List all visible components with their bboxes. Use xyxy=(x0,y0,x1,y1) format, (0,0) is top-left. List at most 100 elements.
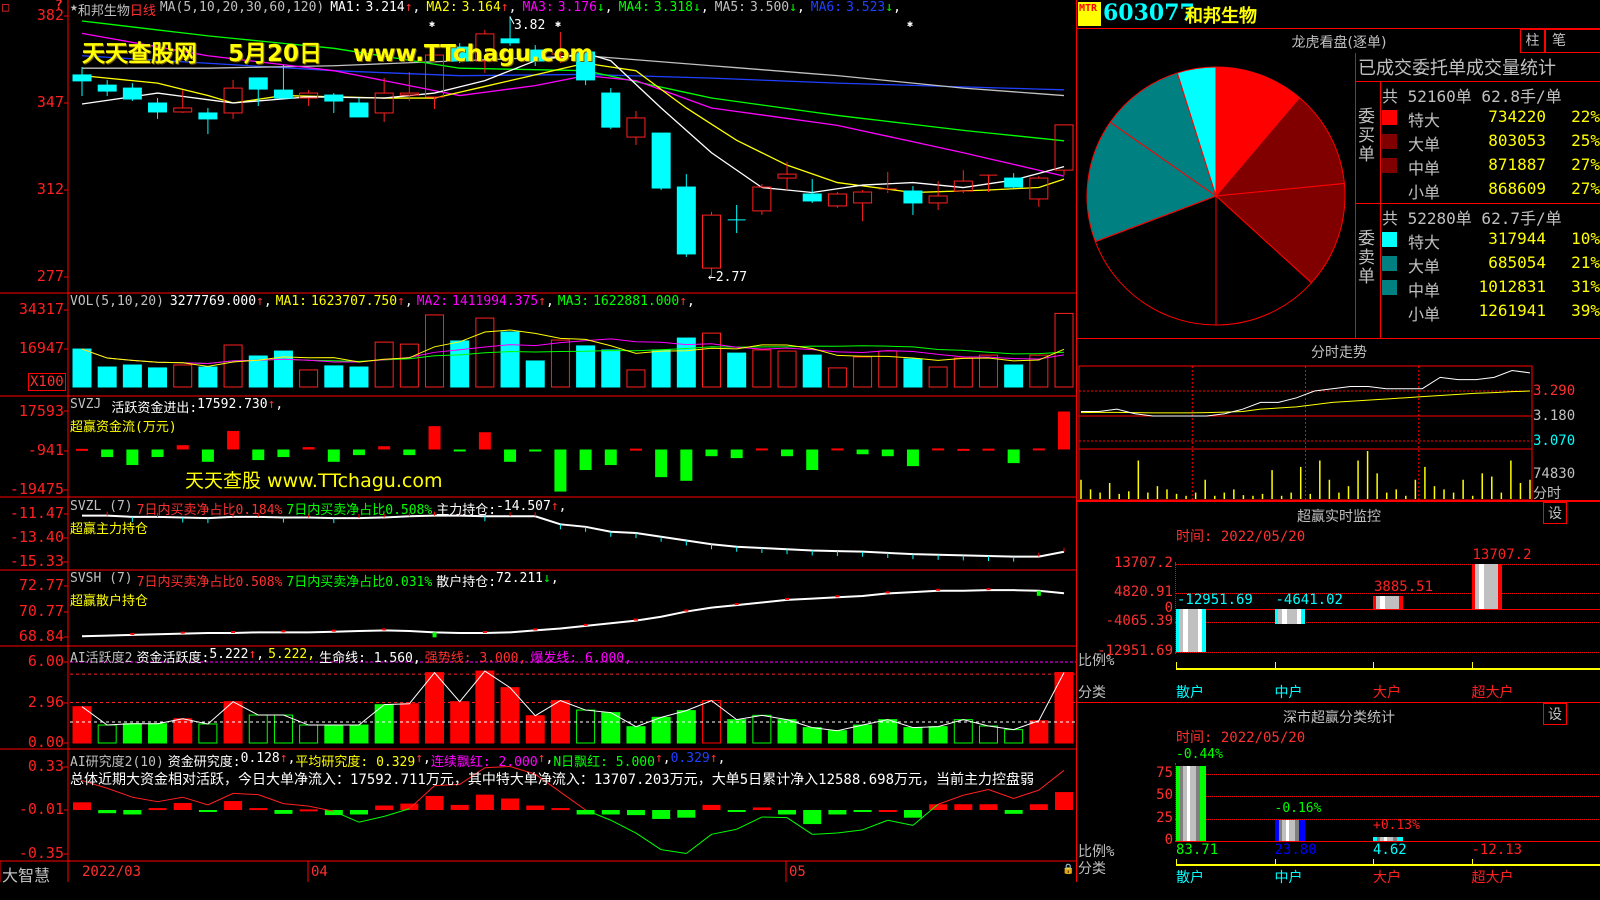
zero-line xyxy=(1175,609,1600,610)
research-line-segment xyxy=(912,803,939,826)
window-menu-icon[interactable]: □ xyxy=(2,0,10,14)
money-flow-bar xyxy=(680,449,693,481)
volume-bar xyxy=(802,354,822,388)
right-panel: MTR 603077 和邦生物 龙虎看盘(逐单) 柱 笔 已成交委托单成交量统计… xyxy=(1076,0,1600,886)
monitor-axis-label: -12951.69 xyxy=(1097,643,1173,659)
research-bar xyxy=(349,810,368,815)
trend-arrow-icon: ↑ xyxy=(404,0,413,15)
research-line-segment xyxy=(182,796,209,806)
grid-line xyxy=(1175,841,1600,842)
order-stats: 已成交委托单成交量统计 委买单共 52160单 62.8手/单 特大 734220 2… xyxy=(1355,53,1600,339)
settings-button[interactable]: 设 xyxy=(1543,502,1567,524)
monitor-bar xyxy=(1373,596,1403,609)
research-bar xyxy=(551,808,570,811)
indicator-value-2: 5.222, xyxy=(268,647,316,662)
research-line-segment xyxy=(459,767,486,785)
y-axis-line xyxy=(1175,763,1176,841)
order-type: 大单 xyxy=(1408,257,1441,276)
volume-bar xyxy=(500,331,520,388)
volume-bar xyxy=(525,360,545,388)
money-flow-bar xyxy=(1032,448,1045,451)
mtr-logo: MTR xyxy=(1078,2,1101,26)
research-line-segment xyxy=(509,766,536,775)
research-bar xyxy=(1055,792,1074,810)
candle xyxy=(374,77,394,122)
ratio-2: 7日内买卖净占比0.031% xyxy=(286,575,433,590)
pie-slice xyxy=(1214,182,1346,284)
research-line-segment xyxy=(686,833,712,854)
money-flow-bar xyxy=(302,447,315,450)
research-line-segment xyxy=(434,783,460,787)
axis-label: 34317 xyxy=(18,300,64,318)
candle-body xyxy=(601,92,621,128)
category-label: 散户 xyxy=(1176,870,1204,886)
separator: , xyxy=(893,0,901,15)
period-label[interactable]: 日线 xyxy=(129,4,156,19)
research-line-segment xyxy=(887,819,914,826)
category-tick xyxy=(1274,859,1276,864)
category-label: 大户 xyxy=(1373,685,1401,701)
help-icon[interactable]: ? xyxy=(55,0,63,13)
candle xyxy=(802,179,822,203)
research-line-segment xyxy=(484,765,511,769)
volume-ma-line xyxy=(81,329,1065,367)
order-type: 特大 xyxy=(1408,233,1441,252)
activity-bar xyxy=(878,719,898,744)
color-swatch xyxy=(1382,304,1397,319)
volume-bar xyxy=(97,366,117,388)
holding-tick xyxy=(835,595,840,598)
activity-bar xyxy=(802,727,822,744)
research-bar xyxy=(173,802,192,810)
volume-bar xyxy=(1004,364,1024,388)
research-bar xyxy=(73,802,91,810)
indicator-value: -14.507 xyxy=(496,499,551,514)
stock-name: 和邦生物 xyxy=(1185,6,1257,27)
research-line-segment xyxy=(963,789,989,796)
volume-bar xyxy=(853,356,873,388)
research-bar xyxy=(249,808,268,811)
order-volume: 1012831 xyxy=(1478,277,1546,296)
sz-value: 23.80 xyxy=(1274,842,1317,858)
category-label: 分类 xyxy=(1078,685,1106,701)
candle-body xyxy=(198,112,218,120)
volume-bar xyxy=(223,344,243,388)
axis-label: 70.77 xyxy=(18,602,64,620)
volume-ma-values: MA1: 1623707.750↑, MA2: 1411994.375↑, MA3: 16… xyxy=(272,294,695,309)
settings-button[interactable]: 设 xyxy=(1543,703,1567,725)
activity-bar xyxy=(299,724,319,744)
order-volume: 685054 xyxy=(1488,253,1546,272)
candle xyxy=(349,98,369,118)
lock-icon[interactable]: 🔒 xyxy=(1062,864,1075,875)
holding-tick xyxy=(734,603,739,606)
money-flow-bar xyxy=(982,448,995,451)
sz-value: 83.71 xyxy=(1176,842,1219,858)
candle xyxy=(399,71,419,102)
intraday-chart[interactable] xyxy=(1077,365,1600,501)
research-bar xyxy=(677,810,696,818)
order-volume: 317944 xyxy=(1488,229,1546,248)
avg-price-line xyxy=(1080,390,1531,414)
favorite-star-icon[interactable]: ★ xyxy=(70,0,78,15)
research-line-segment xyxy=(233,792,259,796)
axis-label: -0.01 xyxy=(18,800,64,818)
order-type: 特大 xyxy=(1408,111,1441,130)
tick-mode-button[interactable]: 笔 xyxy=(1545,29,1600,53)
activity-bar xyxy=(324,724,344,744)
kline-chart-area[interactable] xyxy=(0,0,1076,882)
candle xyxy=(475,29,495,73)
research-bar xyxy=(878,810,897,812)
grid-line xyxy=(1175,622,1600,624)
bar-mode-button[interactable]: 柱 xyxy=(1520,29,1545,53)
candle xyxy=(198,107,218,135)
ma-line-ma5 xyxy=(82,55,1065,97)
candle xyxy=(601,88,621,130)
category-tick xyxy=(1176,859,1177,864)
separator: , xyxy=(604,0,613,15)
indicator-label: 资金研究度: xyxy=(167,755,241,770)
order-volume: 1261941 xyxy=(1478,301,1546,320)
order-type: 小单 xyxy=(1408,183,1441,202)
research-line-segment xyxy=(812,832,838,835)
monitor-axis-label: 13707.2 xyxy=(1113,555,1173,571)
volume-bar xyxy=(702,332,721,388)
ma-params: MA(5,10,20,30,60,120) xyxy=(159,0,325,15)
